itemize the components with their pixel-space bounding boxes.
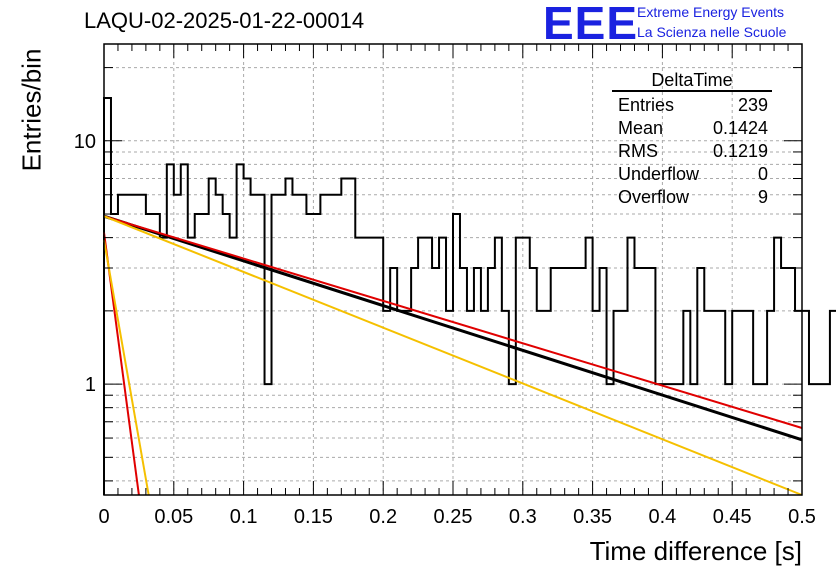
fit-line-3 (103, 215, 803, 496)
stats-value: 0.1424 (712, 118, 768, 138)
histogram-outline (103, 96, 836, 495)
stats-value: 0 (757, 164, 768, 184)
stats-row-rms: RMS 0.1219 (612, 140, 772, 163)
x-tick-label: 0.5 (788, 506, 816, 528)
axes-frame (103, 43, 803, 496)
stats-value: 9 (757, 187, 768, 207)
stats-box: DeltaTime Entries 239 Mean 0.1424 RMS 0.… (612, 70, 772, 209)
logo-line-1: Extreme Energy Events (637, 4, 785, 20)
logo-line-2: La Scienza nelle Scuole (637, 24, 787, 40)
stats-label: Overflow (618, 187, 690, 207)
x-tick-label: 0.4 (648, 506, 676, 528)
x-tick-label: 0.2 (369, 506, 397, 528)
stats-label: Entries (618, 95, 675, 115)
x-axis-label: Time difference [s] (589, 536, 802, 566)
x-tick-label: 0 (98, 506, 109, 528)
fit-line-1 (103, 215, 803, 429)
tick-labels: 0 0.05 0.1 0.15 0.2 0.25 0.3 0.35 0.4 0.45 0.5 1 10 (74, 131, 816, 528)
x-tick-label: 0.3 (509, 506, 537, 528)
x-tick-label: 0.25 (434, 506, 473, 528)
x-tick-label: 0.05 (154, 506, 193, 528)
y-axis-label: Entries/bin (16, 48, 47, 172)
fit-lines-layer (103, 214, 803, 496)
chart-title: LAQU-02-2025-01-22-00014 (84, 8, 365, 33)
x-tick-label: 0.15 (294, 506, 333, 528)
y-tick-label: 1 (85, 374, 96, 396)
stats-value: 0.1219 (712, 141, 768, 161)
x-tick-label: 0.35 (573, 506, 612, 528)
x-tick-label: 0.45 (713, 506, 752, 528)
y-tick-label: 10 (74, 131, 96, 153)
stats-label: Underflow (618, 164, 700, 184)
x-tick-label: 0.1 (230, 506, 258, 528)
histogram-layer (103, 96, 836, 495)
fit-line-0 (103, 214, 803, 442)
stats-title: DeltaTime (612, 70, 772, 92)
stats-row-overflow: Overflow 9 (612, 186, 772, 209)
stats-row-entries: Entries 239 (612, 94, 772, 117)
stats-label: RMS (618, 141, 658, 161)
eee-logo: EEE (543, 0, 639, 49)
stats-value: 239 (737, 95, 768, 115)
fit-line-4 (103, 240, 150, 496)
stats-row-underflow: Underflow 0 (612, 163, 772, 186)
stats-row-mean: Mean 0.1424 (612, 117, 772, 140)
stats-label: Mean (618, 118, 664, 138)
